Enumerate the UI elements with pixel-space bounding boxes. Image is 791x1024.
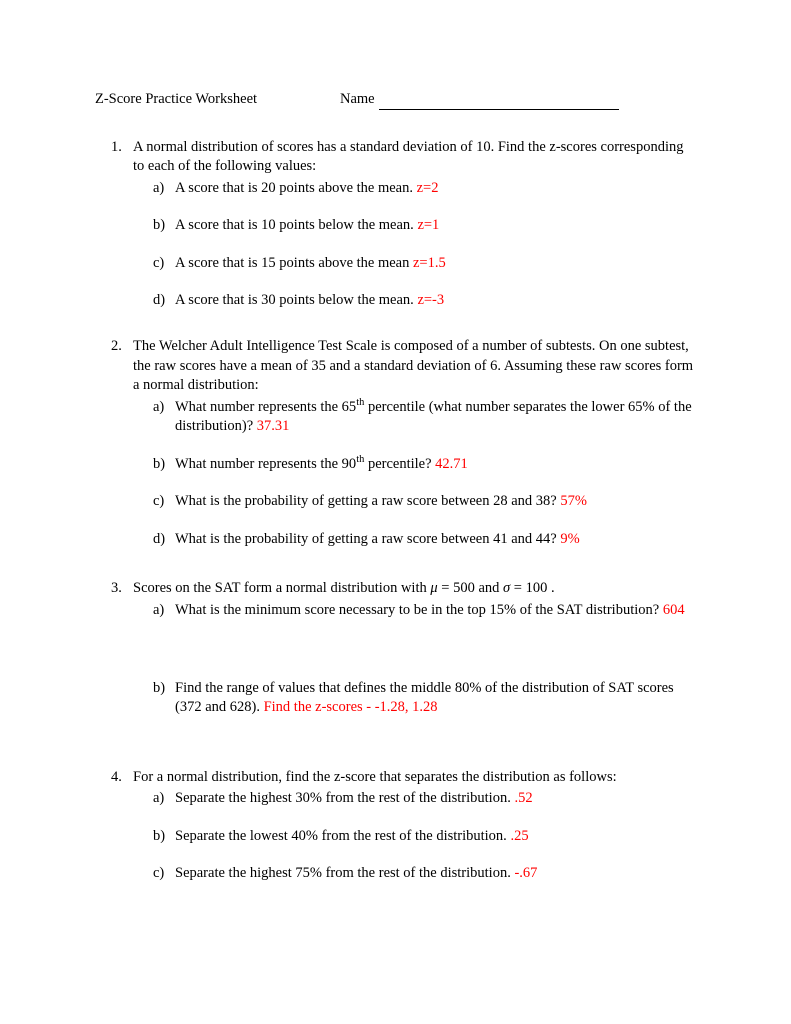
q2b-text-post: percentile? bbox=[364, 456, 435, 472]
q4c: c) Separate the highest 75% from the res… bbox=[175, 864, 696, 884]
q1a: a) A score that is 20 points above the m… bbox=[175, 179, 696, 199]
worksheet-title: Z-Score Practice Worksheet bbox=[95, 90, 340, 110]
q2d-letter: d) bbox=[153, 530, 165, 550]
question-2: 2. The Welcher Adult Intelligence Test S… bbox=[133, 337, 696, 550]
q3b: b) Find the range of values that defines… bbox=[175, 679, 696, 718]
q3a-letter: a) bbox=[153, 601, 164, 621]
q4b: b) Separate the lowest 40% from the rest… bbox=[175, 827, 696, 847]
q3-number: 3. bbox=[111, 579, 122, 599]
q3a-answer: 604 bbox=[663, 602, 685, 618]
q3-period: . bbox=[547, 580, 554, 596]
q3-eq2: = 100 bbox=[510, 580, 547, 596]
q1c-answer: z=1.5 bbox=[413, 255, 446, 271]
q1-subitems: a) A score that is 20 points above the m… bbox=[133, 179, 696, 311]
q1-number: 1. bbox=[111, 138, 122, 158]
q2c-letter: c) bbox=[153, 492, 164, 512]
q2c-answer: 57% bbox=[560, 493, 587, 509]
q1a-letter: a) bbox=[153, 179, 164, 199]
q2-intro: The Welcher Adult Intelligence Test Scal… bbox=[133, 337, 696, 396]
question-3: 3. Scores on the SAT form a normal distr… bbox=[133, 579, 696, 717]
q2a-answer: 37.31 bbox=[257, 418, 290, 434]
q2a-text-pre: What number represents the 65 bbox=[175, 399, 356, 415]
q1b-answer: z=1 bbox=[417, 217, 439, 233]
q1c-letter: c) bbox=[153, 254, 164, 274]
question-list: 1. A normal distribution of scores has a… bbox=[95, 138, 696, 884]
q4-subitems: a) Separate the highest 30% from the res… bbox=[133, 789, 696, 884]
q4-number: 4. bbox=[111, 768, 122, 788]
q1b: b) A score that is 10 points below the m… bbox=[175, 216, 696, 236]
worksheet-page: Z-Score Practice Worksheet Name 1. A nor… bbox=[0, 0, 791, 1024]
q3b-answer: Find the z-scores - -1.28, 1.28 bbox=[264, 699, 438, 715]
q1c-text: A score that is 15 points above the mean bbox=[175, 255, 413, 271]
q3-subitems: a) What is the minimum score necessary t… bbox=[133, 601, 696, 718]
q3-and: and bbox=[475, 580, 503, 596]
q3-intro: Scores on the SAT form a normal distribu… bbox=[133, 579, 696, 599]
q1d-letter: d) bbox=[153, 291, 165, 311]
q4b-text: Separate the lowest 40% from the rest of… bbox=[175, 828, 510, 844]
q4c-answer: -.67 bbox=[514, 865, 537, 881]
q2-number: 2. bbox=[111, 337, 122, 357]
q2a: a) What number represents the 65th perce… bbox=[175, 398, 696, 437]
question-4: 4. For a normal distribution, find the z… bbox=[133, 768, 696, 884]
q1b-text: A score that is 10 points below the mean… bbox=[175, 217, 417, 233]
q4c-letter: c) bbox=[153, 864, 164, 884]
q1a-answer: z=2 bbox=[417, 180, 439, 196]
q3b-letter: b) bbox=[153, 679, 165, 699]
q2c: c) What is the probability of getting a … bbox=[175, 492, 696, 512]
q3-intro-pre: Scores on the SAT form a normal distribu… bbox=[133, 580, 430, 596]
q4-intro: For a normal distribution, find the z-sc… bbox=[133, 768, 696, 788]
q2d-answer: 9% bbox=[560, 531, 579, 547]
mu-symbol: μ bbox=[430, 580, 437, 596]
name-label: Name bbox=[340, 90, 375, 110]
name-blank-line bbox=[379, 90, 619, 110]
q4a-answer: .52 bbox=[514, 790, 532, 806]
q2b: b) What number represents the 90th perce… bbox=[175, 455, 696, 475]
q1a-text: A score that is 20 points above the mean… bbox=[175, 180, 417, 196]
q2b-answer: 42.71 bbox=[435, 456, 468, 472]
q4a: a) Separate the highest 30% from the res… bbox=[175, 789, 696, 809]
q3a: a) What is the minimum score necessary t… bbox=[175, 601, 696, 621]
q4a-letter: a) bbox=[153, 789, 164, 809]
q1d: d) A score that is 30 points below the m… bbox=[175, 291, 696, 311]
q2d-text: What is the probability of getting a raw… bbox=[175, 531, 560, 547]
q1c: c) A score that is 15 points above the m… bbox=[175, 254, 696, 274]
q3-eq1: = 500 bbox=[438, 580, 475, 596]
q2b-letter: b) bbox=[153, 455, 165, 475]
q1d-text: A score that is 30 points below the mean… bbox=[175, 292, 417, 308]
q2a-letter: a) bbox=[153, 398, 164, 418]
q2c-text: What is the probability of getting a raw… bbox=[175, 493, 560, 509]
q1d-answer: z=-3 bbox=[417, 292, 444, 308]
q4c-text: Separate the highest 75% from the rest o… bbox=[175, 865, 514, 881]
q4b-letter: b) bbox=[153, 827, 165, 847]
q3a-text: What is the minimum score necessary to b… bbox=[175, 602, 663, 618]
q2-subitems: a) What number represents the 65th perce… bbox=[133, 398, 696, 550]
q2b-text-pre: What number represents the 90 bbox=[175, 456, 356, 472]
q4a-text: Separate the highest 30% from the rest o… bbox=[175, 790, 514, 806]
q4b-answer: .25 bbox=[510, 828, 528, 844]
worksheet-header: Z-Score Practice Worksheet Name bbox=[95, 90, 696, 110]
question-1: 1. A normal distribution of scores has a… bbox=[133, 138, 696, 311]
q1b-letter: b) bbox=[153, 216, 165, 236]
q2d: d) What is the probability of getting a … bbox=[175, 530, 696, 550]
q1-intro: A normal distribution of scores has a st… bbox=[133, 138, 696, 177]
